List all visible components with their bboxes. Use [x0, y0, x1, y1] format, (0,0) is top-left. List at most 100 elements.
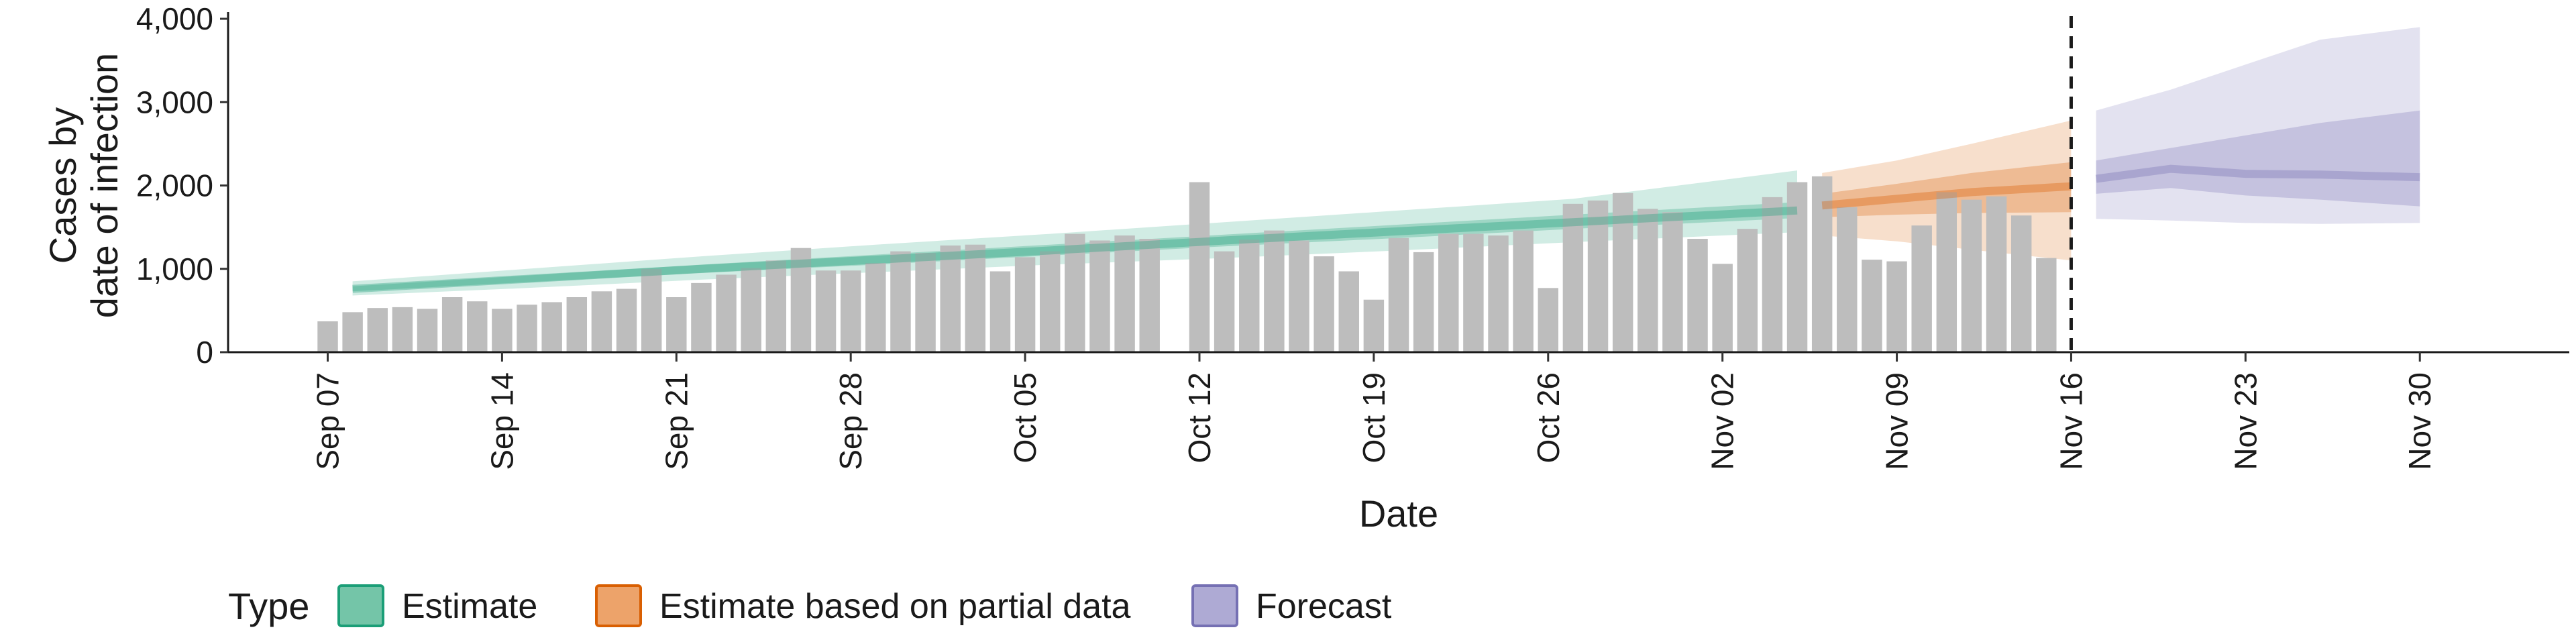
x-tick-label: Nov 16 [2053, 372, 2088, 470]
bar-2020-10-13 [1214, 251, 1235, 352]
bar-2020-10-17 [1313, 256, 1334, 352]
bar-2020-10-22 [1438, 233, 1459, 352]
x-tick-label: Oct 19 [1356, 372, 1391, 464]
x-tick-label: Sep 14 [484, 372, 519, 470]
x-tick-label: Sep 28 [833, 372, 868, 470]
bar-2020-10-04 [989, 271, 1011, 352]
legend-label-2: Estimate based on partial data [659, 587, 1131, 626]
bar-2020-09-27 [815, 270, 837, 352]
y-axis-ticks: 0 1,000 2,000 3,000 4,000 [136, 1, 228, 370]
bar-2020-10-03 [965, 244, 986, 352]
y-tick-label: 2,000 [136, 168, 213, 203]
bar-2020-09-18 [591, 291, 612, 352]
estimate-based-on-partial-data-band-90 [1822, 120, 2072, 261]
bar-2020-11-05 [1786, 182, 1808, 352]
bar-2020-10-16 [1289, 240, 1309, 352]
bar-2020-09-26 [790, 248, 812, 352]
legend-label-1: Estimate [402, 587, 537, 626]
estimate-median [352, 206, 1798, 293]
y-axis-title-line: date of infection [83, 53, 125, 318]
bar-2020-10-07 [1065, 233, 1085, 352]
x-tick-label: Sep 07 [311, 372, 345, 470]
bar-2020-10-05 [1014, 257, 1036, 352]
bar-2020-10-01 [915, 253, 936, 352]
x-tick-label: Nov 23 [2228, 372, 2263, 470]
bar-2020-09-11 [417, 309, 438, 352]
x-tick-label: Oct 12 [1182, 372, 1217, 464]
bar-2020-10-30 [1638, 209, 1658, 352]
x-axis-ticks: Sep 07 Sep 14 Sep 21 Sep 28 Oct 05 Oct 12 Oct … [311, 352, 2437, 470]
bar-2020-09-09 [367, 308, 388, 352]
bar-2020-11-10 [1911, 225, 1932, 352]
forecast-band-50 [2096, 110, 2420, 207]
bar-2020-09-23 [716, 274, 737, 352]
bar-2020-09-12 [441, 297, 463, 352]
bar-2020-10-09 [1114, 235, 1135, 352]
bar-2020-10-18 [1338, 271, 1359, 352]
bar-2020-11-02 [1712, 264, 1733, 352]
bar-2020-11-14 [2010, 215, 2032, 352]
y-tick-label: 0 [196, 335, 213, 370]
bar-2020-10-26 [1538, 288, 1558, 352]
bar-2020-10-25 [1513, 230, 1534, 352]
axes [227, 12, 2569, 354]
bar-2020-09-19 [616, 288, 637, 352]
bar-2020-10-08 [1089, 240, 1110, 352]
legend-title: Type [228, 585, 309, 627]
bar-2020-09-07 [317, 321, 338, 352]
bar-2020-11-15 [2036, 258, 2057, 352]
legend-swatch-3 [1191, 584, 1238, 627]
bar-2020-10-06 [1039, 251, 1061, 352]
bar-2020-11-11 [1936, 192, 1957, 352]
bar-2020-10-21 [1413, 252, 1434, 352]
y-tick-label: 1,000 [136, 252, 213, 286]
forecast-median [2095, 164, 2420, 183]
y-axis-title-line: Cases by [42, 107, 84, 264]
bar-2020-09-22 [691, 282, 712, 352]
estimate-based-on-partial-data-band-50 [1822, 162, 2072, 217]
bar-2020-09-28 [840, 270, 861, 352]
bar-2020-11-04 [1762, 197, 1783, 352]
bar-layer [317, 176, 2057, 352]
forecast-band-90 [2096, 27, 2420, 224]
bar-2020-10-10 [1139, 239, 1160, 352]
bar-2020-10-12 [1189, 182, 1210, 352]
x-tick-label: Oct 26 [1531, 372, 1566, 464]
bar-2020-09-24 [741, 268, 761, 352]
bar-2020-11-13 [1986, 196, 2007, 352]
legend: Type Estimate Estimate based on partial da… [228, 584, 1392, 627]
bar-2020-09-25 [765, 260, 787, 352]
bar-2020-09-30 [890, 251, 911, 352]
x-tick-label: Sep 21 [659, 372, 694, 470]
bar-2020-09-21 [666, 297, 687, 352]
bar-2020-10-29 [1612, 193, 1633, 352]
bar-2020-09-15 [517, 305, 537, 352]
bar-2020-09-29 [865, 263, 886, 352]
bar-2020-11-06 [1811, 176, 1833, 352]
estimate-band-90 [352, 170, 1797, 296]
bar-2020-10-23 [1463, 233, 1484, 352]
x-tick-label: Oct 05 [1008, 372, 1042, 464]
bar-2020-09-13 [467, 301, 488, 352]
bar-2020-11-01 [1687, 239, 1708, 352]
median-layer [352, 164, 2420, 293]
bar-2020-11-12 [1961, 199, 1982, 352]
bar-2020-10-15 [1264, 230, 1285, 352]
bar-2020-10-27 [1562, 203, 1584, 352]
bar-2020-10-14 [1239, 239, 1260, 352]
bar-2020-09-16 [541, 302, 562, 352]
bar-2020-11-08 [1862, 260, 1882, 352]
y-tick-label: 3,000 [136, 85, 213, 119]
bar-2020-09-14 [492, 309, 513, 352]
x-axis-title: Date [1359, 492, 1438, 535]
legend-label-3: Forecast [1256, 587, 1392, 626]
x-tick-label: Nov 09 [1880, 372, 1915, 470]
bar-2020-10-20 [1388, 237, 1409, 352]
bar-2020-10-24 [1488, 235, 1509, 352]
x-tick-label: Nov 02 [1705, 372, 1740, 470]
bar-2020-10-31 [1662, 212, 1683, 352]
legend-swatch-1 [337, 584, 384, 627]
bar-2020-11-03 [1737, 229, 1758, 352]
bar-2020-10-19 [1363, 299, 1385, 352]
